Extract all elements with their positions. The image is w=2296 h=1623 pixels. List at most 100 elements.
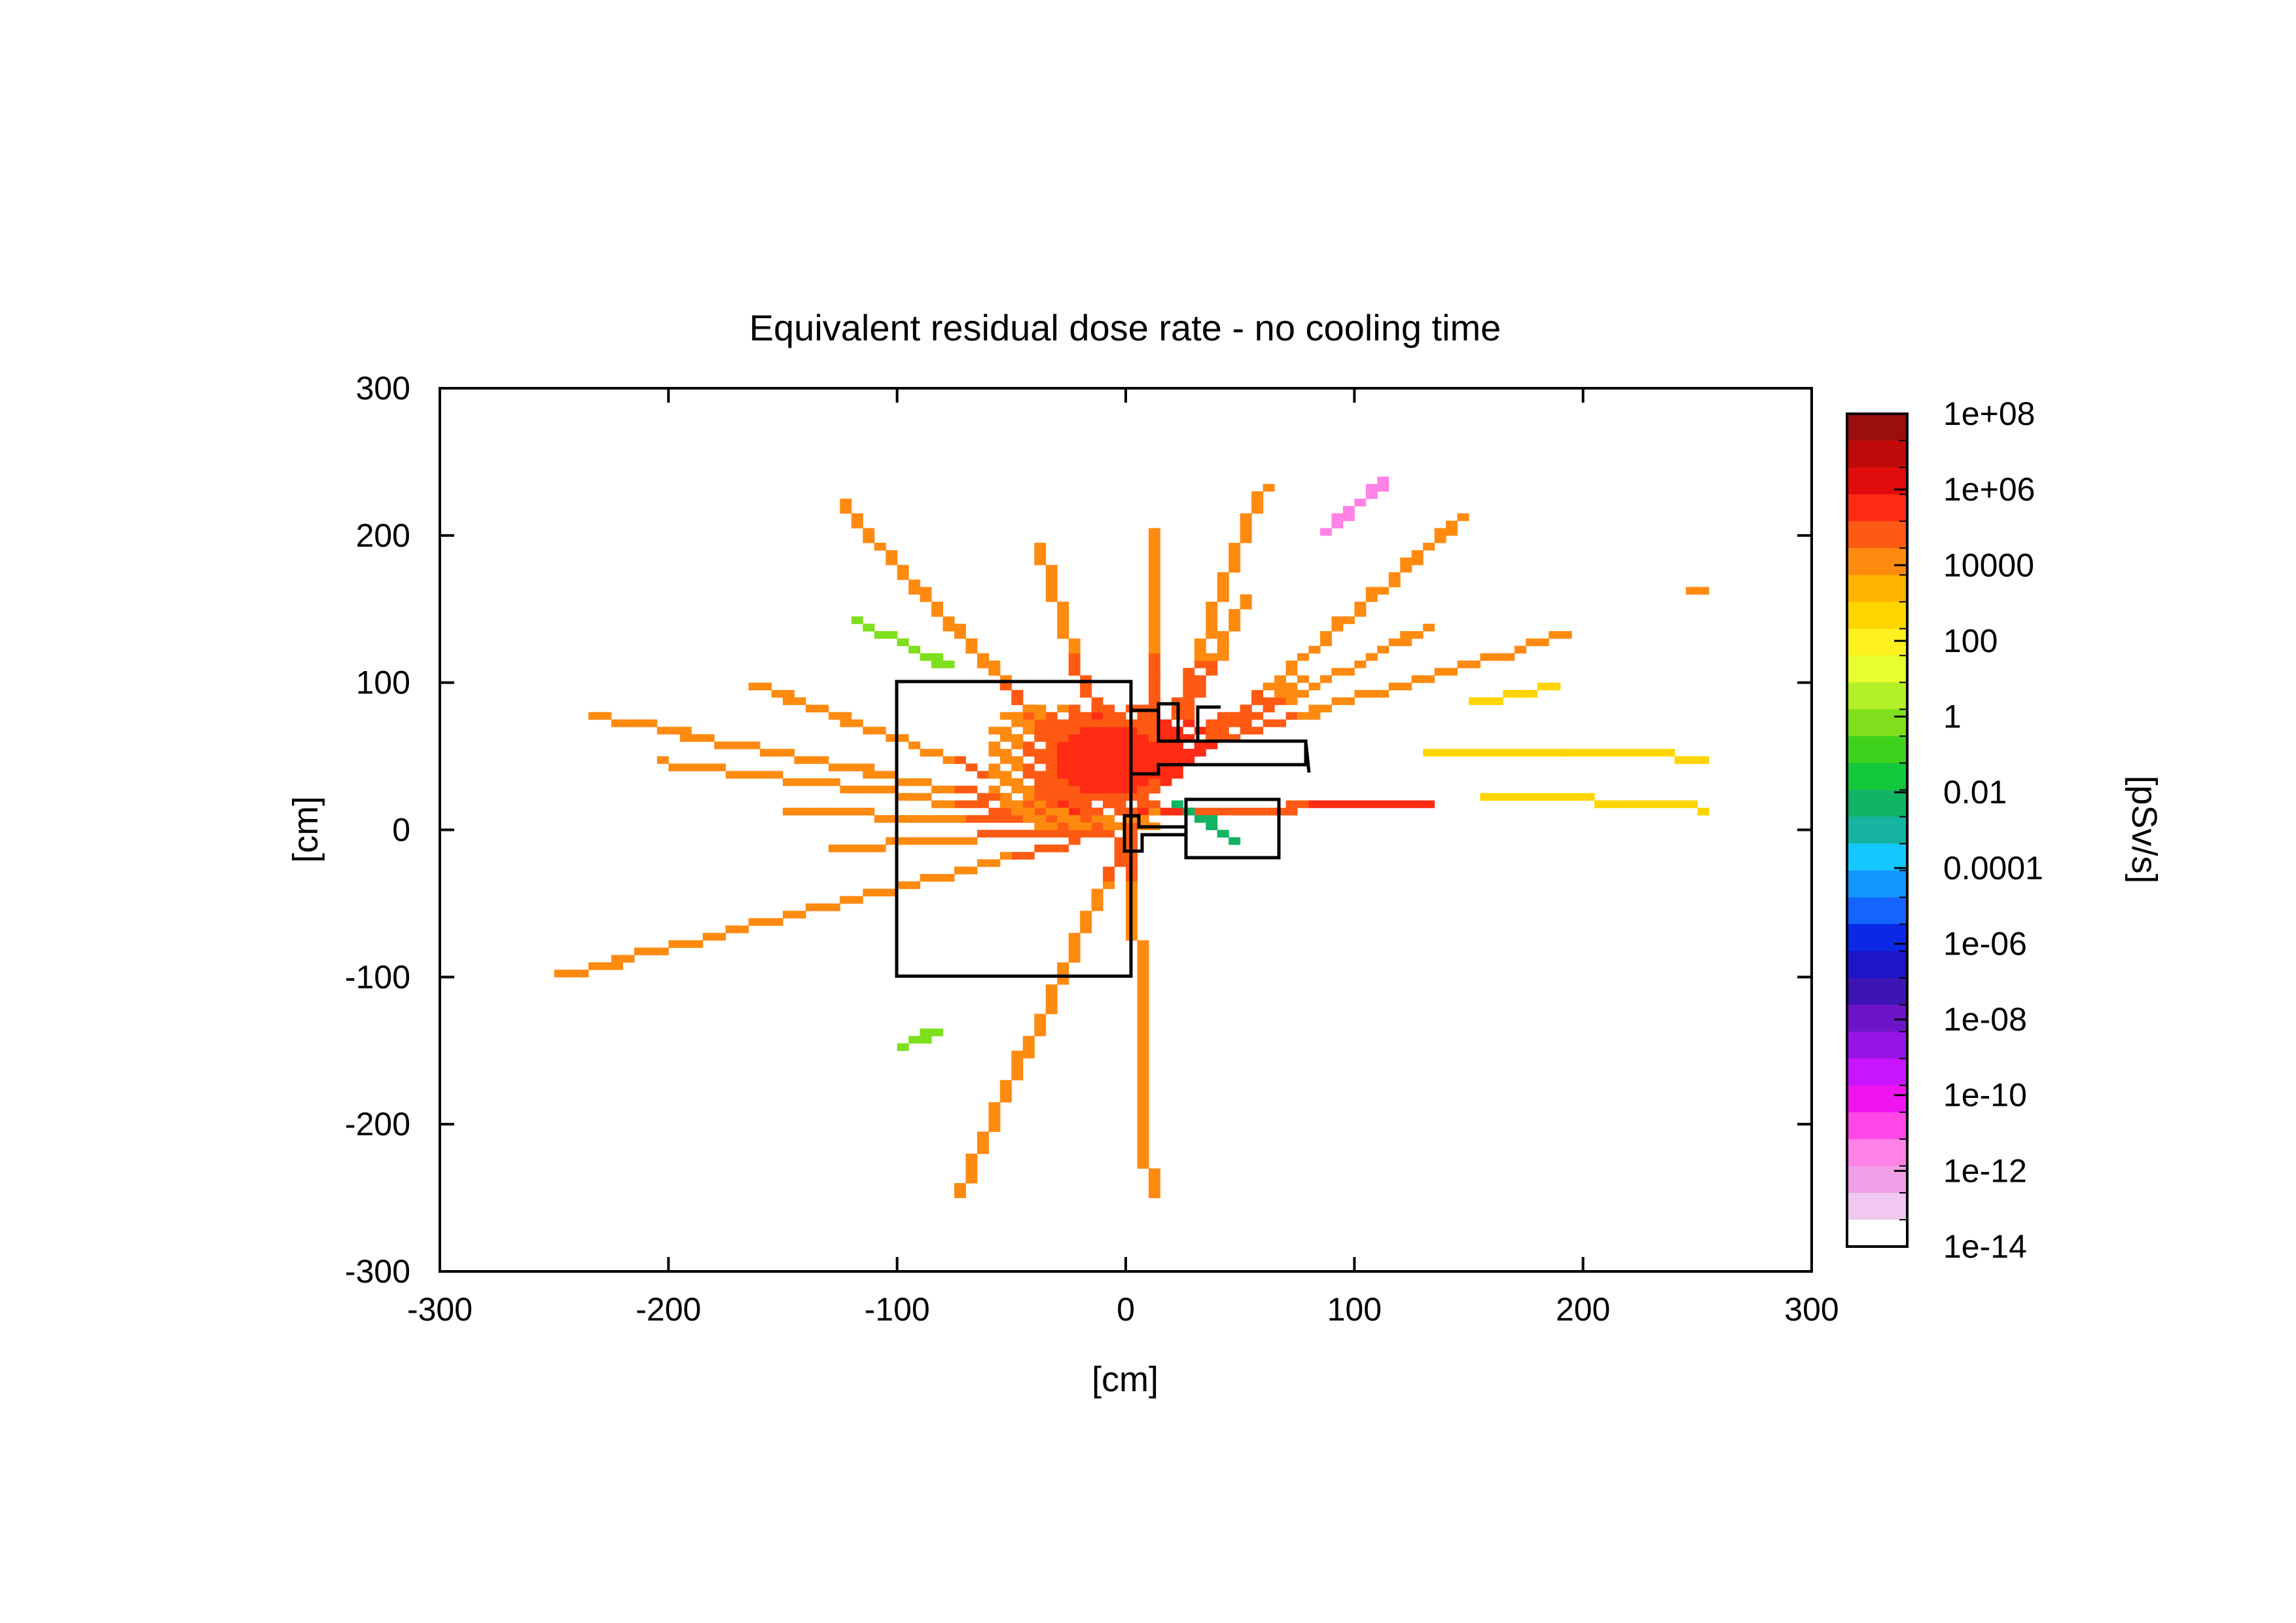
heatmap-cell: [588, 962, 601, 970]
heatmap-cell: [1148, 623, 1160, 632]
heatmap-cell: [1514, 748, 1526, 757]
heatmap-cell: [1045, 844, 1058, 852]
heatmap-cell: [1103, 822, 1115, 830]
heatmap-cell: [1114, 727, 1126, 735]
heatmap-cell: [1206, 660, 1218, 668]
heatmap-cell: [1034, 800, 1047, 809]
heatmap-cell: [1685, 756, 1698, 764]
heatmap-cell: [1411, 550, 1424, 558]
heatmap-cell: [954, 623, 966, 632]
heatmap-cell: [1423, 675, 1435, 684]
heatmap-cell: [1057, 793, 1069, 801]
heatmap-cell: [931, 815, 944, 823]
heatmap-cell: [988, 807, 1001, 816]
colorbar-segment: [1847, 682, 1907, 710]
heatmap-cell: [1251, 689, 1264, 698]
heatmap-cell: [1103, 793, 1115, 801]
heatmap-cell: [1022, 763, 1035, 772]
heatmap-cell: [1503, 793, 1515, 801]
heatmap-cell: [942, 623, 955, 632]
heatmap-cell: [1194, 682, 1206, 691]
heatmap-cell: [1022, 793, 1035, 801]
heatmap-cell: [1354, 689, 1367, 698]
y-tick-label: 200: [356, 517, 410, 554]
heatmap-cell: [1011, 712, 1024, 720]
heatmap-cell: [1137, 1124, 1149, 1132]
heatmap-cell: [1091, 786, 1103, 793]
heatmap-cell: [1411, 630, 1424, 639]
heatmap-cell: [1057, 719, 1069, 727]
heatmap-cell: [1022, 704, 1035, 713]
heatmap-cell: [771, 748, 783, 757]
heatmap-cell: [1365, 594, 1378, 602]
heatmap-cell: [1171, 807, 1183, 816]
heatmap-cell: [714, 932, 726, 941]
heatmap-cell: [1045, 579, 1058, 588]
heatmap-cell: [1160, 778, 1172, 786]
heatmap-cell: [897, 734, 909, 742]
heatmap-cell: [1217, 653, 1229, 661]
heatmap-cell: [1240, 727, 1252, 735]
heatmap-cell: [656, 947, 669, 956]
heatmap-cell: [1137, 712, 1149, 720]
heatmap-cell: [1137, 800, 1149, 809]
heatmap-cell: [1160, 727, 1172, 735]
heatmap-cell: [988, 771, 1001, 779]
heatmap-cell: [1537, 638, 1549, 646]
heatmap-cell: [725, 771, 738, 779]
y-tick-label: 0: [392, 812, 410, 848]
heatmap-cell: [1068, 778, 1081, 786]
heatmap-cell: [1034, 704, 1047, 713]
heatmap-cell: [1194, 807, 1206, 816]
heatmap-cell: [1240, 528, 1252, 536]
heatmap-cell: [1229, 564, 1241, 573]
heatmap-cell: [1285, 800, 1298, 809]
heatmap-cell: [1011, 1072, 1024, 1081]
heatmap-cell: [1068, 807, 1081, 816]
colorbar-title: [pSv/s]: [2125, 775, 2164, 883]
heatmap-cell: [965, 763, 978, 772]
heatmap-cell: [1068, 653, 1081, 661]
heatmap-cell: [1137, 1029, 1149, 1036]
heatmap-cell: [1342, 505, 1355, 514]
heatmap-cell: [1160, 756, 1172, 764]
heatmap-cell: [1388, 572, 1401, 580]
heatmap-cell: [1068, 800, 1081, 809]
heatmap-cell: [1526, 638, 1538, 646]
heatmap-cell: [1137, 1095, 1149, 1103]
heatmap-cell: [1297, 689, 1309, 698]
heatmap-cell: [1377, 476, 1390, 484]
heatmap-cell: [1034, 844, 1047, 852]
heatmap-cell: [1068, 646, 1081, 654]
heatmap-cell: [840, 896, 852, 904]
heatmap-cell: [1537, 682, 1549, 691]
heatmap-cell: [828, 807, 840, 816]
heatmap-cell: [1457, 660, 1469, 668]
heatmap-cell: [748, 918, 761, 926]
heatmap-cell: [1354, 498, 1367, 507]
heatmap-cell: [1148, 594, 1160, 602]
heatmap-cell: [1206, 602, 1218, 610]
heatmap-cell: [1011, 719, 1024, 727]
heatmap-cell: [1240, 704, 1252, 713]
colorbar-segment: [1847, 924, 1907, 952]
heatmap-cell: [931, 786, 944, 793]
heatmap-cell: [1137, 1161, 1149, 1169]
heatmap-cell: [1148, 543, 1160, 551]
heatmap-cell: [1045, 800, 1058, 809]
heatmap-cell: [1217, 579, 1229, 588]
heatmap-cell: [863, 786, 875, 793]
heatmap-cell: [1068, 793, 1081, 801]
heatmap-cell: [965, 1175, 978, 1184]
heatmap-cell: [1045, 807, 1058, 816]
heatmap-cell: [1080, 807, 1092, 816]
heatmap-cell: [1503, 689, 1515, 698]
heatmap-cell: [1114, 748, 1126, 757]
heatmap-cell: [1229, 550, 1241, 558]
heatmap-cell: [1446, 520, 1458, 529]
heatmap-cell: [1297, 800, 1309, 809]
heatmap-cell: [771, 771, 783, 779]
colorbar-tick-label: 1e+06: [1943, 471, 2035, 508]
heatmap-cell: [886, 771, 898, 779]
heatmap-cell: [1434, 535, 1446, 543]
